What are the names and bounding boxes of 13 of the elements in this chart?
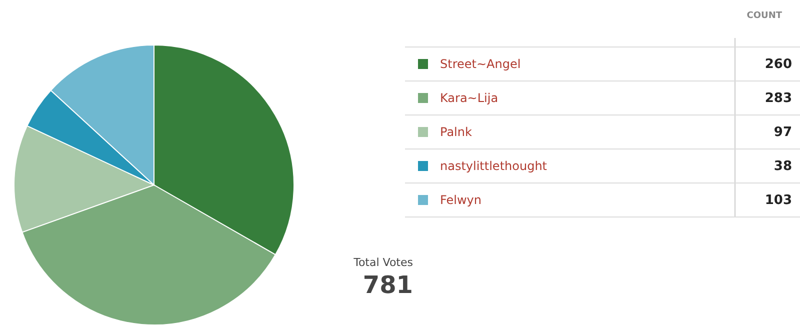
data-label: 38: [774, 159, 792, 174]
legend-label: Felwyn: [440, 193, 482, 207]
text: 781: [362, 271, 413, 299]
legend-label: nastylittlethought: [440, 159, 548, 173]
legend-label: Kara~Lija: [440, 91, 498, 105]
data-label: 103: [764, 193, 792, 208]
text: Total Votes: [352, 256, 414, 269]
legend-label: Palnk: [440, 125, 472, 139]
data-label: 283: [764, 91, 792, 106]
legend-label: Street~Angel: [440, 57, 521, 71]
data-label: 260: [764, 57, 792, 72]
data-label: 97: [774, 125, 792, 140]
legend-title: COUNT: [746, 11, 783, 21]
